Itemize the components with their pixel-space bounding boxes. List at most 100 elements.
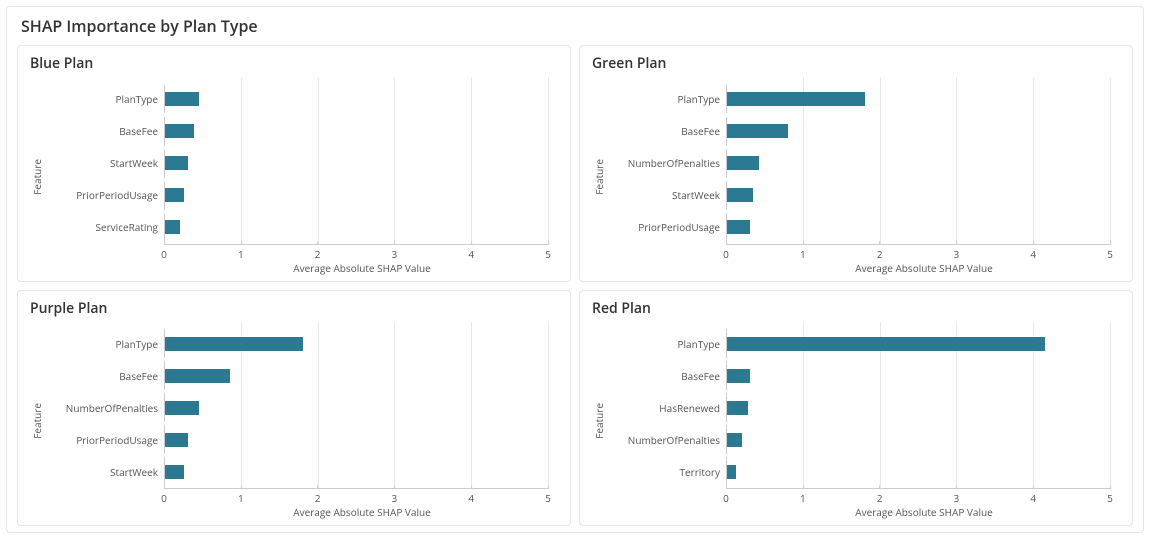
x-tick: 0 [161, 245, 167, 261]
x-axis-title: Average Absolute SHAP Value [608, 261, 1122, 277]
feature-label: StartWeek [46, 156, 164, 170]
x-tick: 2 [877, 489, 883, 505]
bar-row: BaseFee [46, 361, 548, 390]
x-axis-title: Average Absolute SHAP Value [46, 261, 560, 277]
bar [727, 92, 865, 106]
bar-row: NumberOfPenalties [46, 393, 548, 422]
x-tick: 4 [1030, 245, 1036, 261]
bars-area: PlanType BaseFee NumberOfPenalties [46, 322, 560, 489]
bars-area: PlanType BaseFee HasRenewed [608, 322, 1122, 489]
bar-row: Territory [608, 457, 1110, 486]
x-tick: 3 [392, 489, 398, 505]
feature-label: NumberOfPenalties [608, 433, 726, 447]
bar [727, 220, 750, 234]
y-axis-title: Feature [590, 403, 608, 439]
x-tick: 5 [545, 489, 551, 505]
bar-row: PlanType [608, 329, 1110, 358]
panel-grid: Blue Plan Feature [17, 45, 1133, 526]
x-tick: 0 [723, 489, 729, 505]
bar-row: HasRenewed [608, 393, 1110, 422]
bar-row: PriorPeriodUsage [46, 425, 548, 454]
x-tick: 5 [1107, 245, 1113, 261]
bar [165, 188, 184, 202]
bar [165, 156, 188, 170]
bar-row: BaseFee [46, 117, 548, 146]
bars-area: PlanType BaseFee StartWeek [46, 77, 560, 244]
x-tick: 5 [1107, 489, 1113, 505]
bar-row: PlanType [608, 85, 1110, 114]
x-tick: 3 [392, 245, 398, 261]
feature-label: Territory [608, 465, 726, 479]
x-tick: 3 [954, 489, 960, 505]
bar-row: StartWeek [608, 181, 1110, 210]
bar-row: BaseFee [608, 117, 1110, 146]
x-tick: 4 [468, 489, 474, 505]
feature-label: PriorPeriodUsage [608, 220, 726, 234]
bar [727, 156, 759, 170]
bar-row: StartWeek [46, 457, 548, 486]
bar-row: PriorPeriodUsage [608, 213, 1110, 242]
x-tick: 1 [800, 245, 806, 261]
x-axis-title: Average Absolute SHAP Value [46, 505, 560, 521]
bar [165, 433, 188, 447]
x-tick: 1 [800, 489, 806, 505]
y-axis-title: Feature [28, 159, 46, 195]
feature-label: BaseFee [608, 124, 726, 138]
feature-label: NumberOfPenalties [46, 401, 164, 415]
feature-label: BaseFee [46, 369, 164, 383]
feature-label: PriorPeriodUsage [46, 188, 164, 202]
x-tick: 5 [545, 245, 551, 261]
bars-area: PlanType BaseFee NumberOfPenalties [608, 77, 1122, 244]
x-tick: 1 [238, 245, 244, 261]
chart: Feature PlanType [28, 77, 560, 277]
bar-row: BaseFee [608, 361, 1110, 390]
panel-blue-plan: Blue Plan Feature [17, 45, 571, 282]
feature-label: BaseFee [608, 369, 726, 383]
panel-title: Purple Plan [30, 299, 560, 318]
feature-label: PlanType [608, 337, 726, 351]
feature-label: PlanType [608, 92, 726, 106]
x-axis: 0 1 2 3 4 5 [46, 244, 560, 261]
feature-label: StartWeek [46, 465, 164, 479]
bar [727, 369, 750, 383]
x-axis-title: Average Absolute SHAP Value [608, 505, 1122, 521]
x-tick: 0 [723, 245, 729, 261]
page-title: SHAP Importance by Plan Type [21, 15, 1133, 37]
bar-row: StartWeek [46, 149, 548, 178]
bar-row: ServiceRating [46, 213, 548, 242]
bar-row: NumberOfPenalties [608, 425, 1110, 454]
y-axis-title: Feature [28, 403, 46, 439]
panel-red-plan: Red Plan Feature [579, 290, 1133, 527]
bar [727, 337, 1045, 351]
bar-row: NumberOfPenalties [608, 149, 1110, 178]
bar [165, 465, 184, 479]
bar [165, 337, 303, 351]
chart: Feature PlanType [590, 322, 1122, 522]
bar [727, 401, 748, 415]
feature-label: NumberOfPenalties [608, 156, 726, 170]
outer-card: SHAP Importance by Plan Type Blue Plan F… [6, 6, 1144, 533]
bar-row: PriorPeriodUsage [46, 181, 548, 210]
chart: Feature PlanType [590, 77, 1122, 277]
bar [727, 433, 742, 447]
bar [165, 124, 194, 138]
feature-label: ServiceRating [46, 220, 164, 234]
x-tick: 2 [877, 245, 883, 261]
bar [165, 220, 180, 234]
x-axis: 0 1 2 3 4 5 [46, 488, 560, 505]
bar-row: PlanType [46, 329, 548, 358]
bar-row: PlanType [46, 85, 548, 114]
bar [165, 369, 230, 383]
bar [727, 124, 788, 138]
panel-green-plan: Green Plan Feature [579, 45, 1133, 282]
x-tick: 4 [1030, 489, 1036, 505]
bar [165, 401, 199, 415]
feature-label: HasRenewed [608, 401, 726, 415]
panel-title: Red Plan [592, 299, 1122, 318]
feature-label: PlanType [46, 337, 164, 351]
x-tick: 4 [468, 245, 474, 261]
panel-title: Blue Plan [30, 54, 560, 73]
x-axis: 0 1 2 3 4 5 [608, 244, 1122, 261]
feature-label: StartWeek [608, 188, 726, 202]
chart: Feature PlanType [28, 322, 560, 522]
